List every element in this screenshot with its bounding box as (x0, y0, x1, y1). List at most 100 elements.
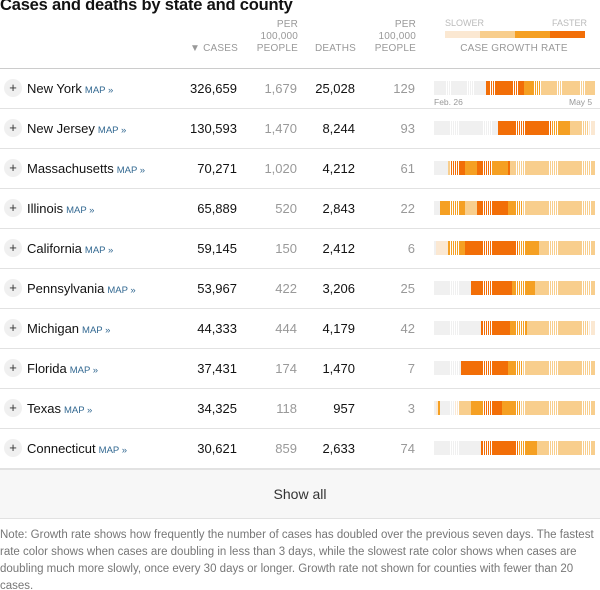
map-link[interactable]: MAP » (116, 165, 146, 176)
expand-plus-icon[interactable]: + (4, 359, 22, 377)
growth-cell (444, 401, 447, 415)
growth-cell (566, 121, 568, 135)
growth-cell (452, 161, 455, 175)
table-row[interactable]: + Connecticut MAP » 30,621 859 2,633 74 (0, 429, 600, 469)
growth-rate-sparkline (434, 361, 595, 375)
map-link[interactable]: MAP » (84, 85, 114, 96)
growth-cell (485, 361, 488, 375)
growth-cell (469, 281, 471, 295)
map-link[interactable]: MAP » (84, 245, 114, 256)
growth-cell (578, 81, 581, 95)
growth-cell (506, 361, 508, 375)
map-link[interactable]: MAP » (69, 365, 99, 376)
table-row[interactable]: + Massachusetts MAP » 70,271 1,020 4,212 61 (0, 149, 600, 189)
map-link[interactable]: MAP » (63, 405, 93, 416)
growth-cell (566, 201, 568, 215)
growth-cell (508, 161, 511, 175)
growth-cell (574, 321, 577, 335)
deaths-column-header[interactable]: DEATHS (314, 43, 356, 54)
state-name[interactable]: Texas MAP » (27, 401, 92, 416)
show-all-button[interactable]: Show all (0, 469, 600, 519)
growth-cell (481, 321, 484, 335)
growth-cell (541, 401, 544, 415)
map-link[interactable]: MAP » (98, 445, 127, 456)
expand-plus-icon[interactable]: + (4, 279, 22, 297)
growth-cell (434, 321, 436, 335)
growth-cell (568, 81, 570, 95)
table-row[interactable]: + Michigan MAP » 44,333 444 4,179 42 (0, 309, 600, 349)
deaths-value: 8,244 (322, 121, 355, 136)
growth-cell (504, 361, 506, 375)
growth-cell (553, 121, 556, 135)
growth-cell (514, 241, 517, 255)
growth-cell (543, 241, 546, 255)
growth-cell (477, 361, 480, 375)
growth-cell (442, 81, 445, 95)
state-name[interactable]: California MAP » (27, 241, 113, 256)
growth-cell (454, 161, 457, 175)
table-row[interactable]: + Texas MAP » 34,325 118 957 3 (0, 389, 600, 429)
growth-cell (483, 241, 486, 255)
growth-cell (555, 401, 558, 415)
table-row[interactable]: + New York MAP » 326,659 1,679 25,028 129 Feb. … (0, 69, 600, 109)
growth-cell (450, 161, 453, 175)
growth-cell (446, 321, 449, 335)
table-row[interactable]: + Illinois MAP » 65,889 520 2,843 22 (0, 189, 600, 229)
table-row[interactable]: + New Jersey MAP » 130,593 1,470 8,244 93 (0, 109, 600, 149)
growth-cell (553, 281, 556, 295)
state-name[interactable]: Michigan MAP » (27, 321, 110, 336)
cases-per-100k-header[interactable]: PER 100,000 PEOPLE (240, 19, 298, 55)
growth-rate-sparkline (434, 321, 595, 335)
state-name[interactable]: New Jersey MAP » (27, 121, 126, 136)
growth-cell (520, 361, 523, 375)
deaths-value: 1,470 (322, 361, 355, 376)
growth-cell (530, 81, 533, 95)
cases-column-header[interactable]: ▼ CASES (190, 43, 238, 54)
table-row[interactable]: + Florida MAP » 37,431 174 1,470 7 (0, 349, 600, 389)
state-name[interactable]: Florida MAP » (27, 361, 98, 376)
growth-cell (590, 201, 593, 215)
expand-plus-icon[interactable]: + (4, 239, 22, 257)
map-link[interactable]: MAP » (82, 325, 111, 336)
growth-cell (563, 281, 566, 295)
expand-plus-icon[interactable]: + (4, 119, 22, 137)
map-link[interactable]: MAP » (66, 205, 95, 216)
growth-cell (551, 161, 554, 175)
growth-cell (557, 361, 560, 375)
state-name[interactable]: Illinois MAP » (27, 201, 94, 216)
growth-cell (475, 81, 478, 95)
state-name[interactable]: New York MAP » (27, 81, 113, 96)
expand-plus-icon[interactable]: + (4, 439, 22, 457)
growth-cell (467, 401, 469, 415)
table-row[interactable]: + Pennsylvania MAP » 53,967 422 3,206 25 (0, 269, 600, 309)
growth-cell (582, 121, 585, 135)
growth-cell (489, 201, 492, 215)
expand-plus-icon[interactable]: + (4, 79, 22, 97)
growth-cell (545, 281, 548, 295)
growth-cell (471, 281, 473, 295)
expand-plus-icon[interactable]: + (4, 159, 22, 177)
table-row[interactable]: + California MAP » 59,145 150 2,412 6 (0, 229, 600, 269)
growth-cell (504, 241, 506, 255)
growth-cell (561, 161, 564, 175)
growth-cell (574, 281, 577, 295)
growth-cell (491, 281, 494, 295)
cases-value: 70,271 (197, 161, 237, 176)
map-link[interactable]: MAP » (97, 125, 127, 136)
growth-cell (488, 81, 491, 95)
expand-plus-icon[interactable]: + (4, 199, 22, 217)
expand-plus-icon[interactable]: + (4, 399, 22, 417)
deaths-per-100k-header[interactable]: PER 100,000 PEOPLE (360, 19, 416, 55)
growth-cell (551, 361, 554, 375)
growth-rate-sparkline (434, 161, 595, 175)
growth-cell (506, 321, 508, 335)
growth-cell (467, 281, 469, 295)
map-link[interactable]: MAP » (107, 285, 136, 296)
expand-plus-icon[interactable]: + (4, 319, 22, 337)
growth-cell (444, 121, 447, 135)
growth-cell (572, 241, 574, 255)
state-name[interactable]: Pennsylvania MAP » (27, 281, 136, 296)
growth-cell (456, 201, 459, 215)
state-name[interactable]: Connecticut MAP » (27, 441, 127, 456)
state-name[interactable]: Massachusetts MAP » (27, 161, 145, 176)
